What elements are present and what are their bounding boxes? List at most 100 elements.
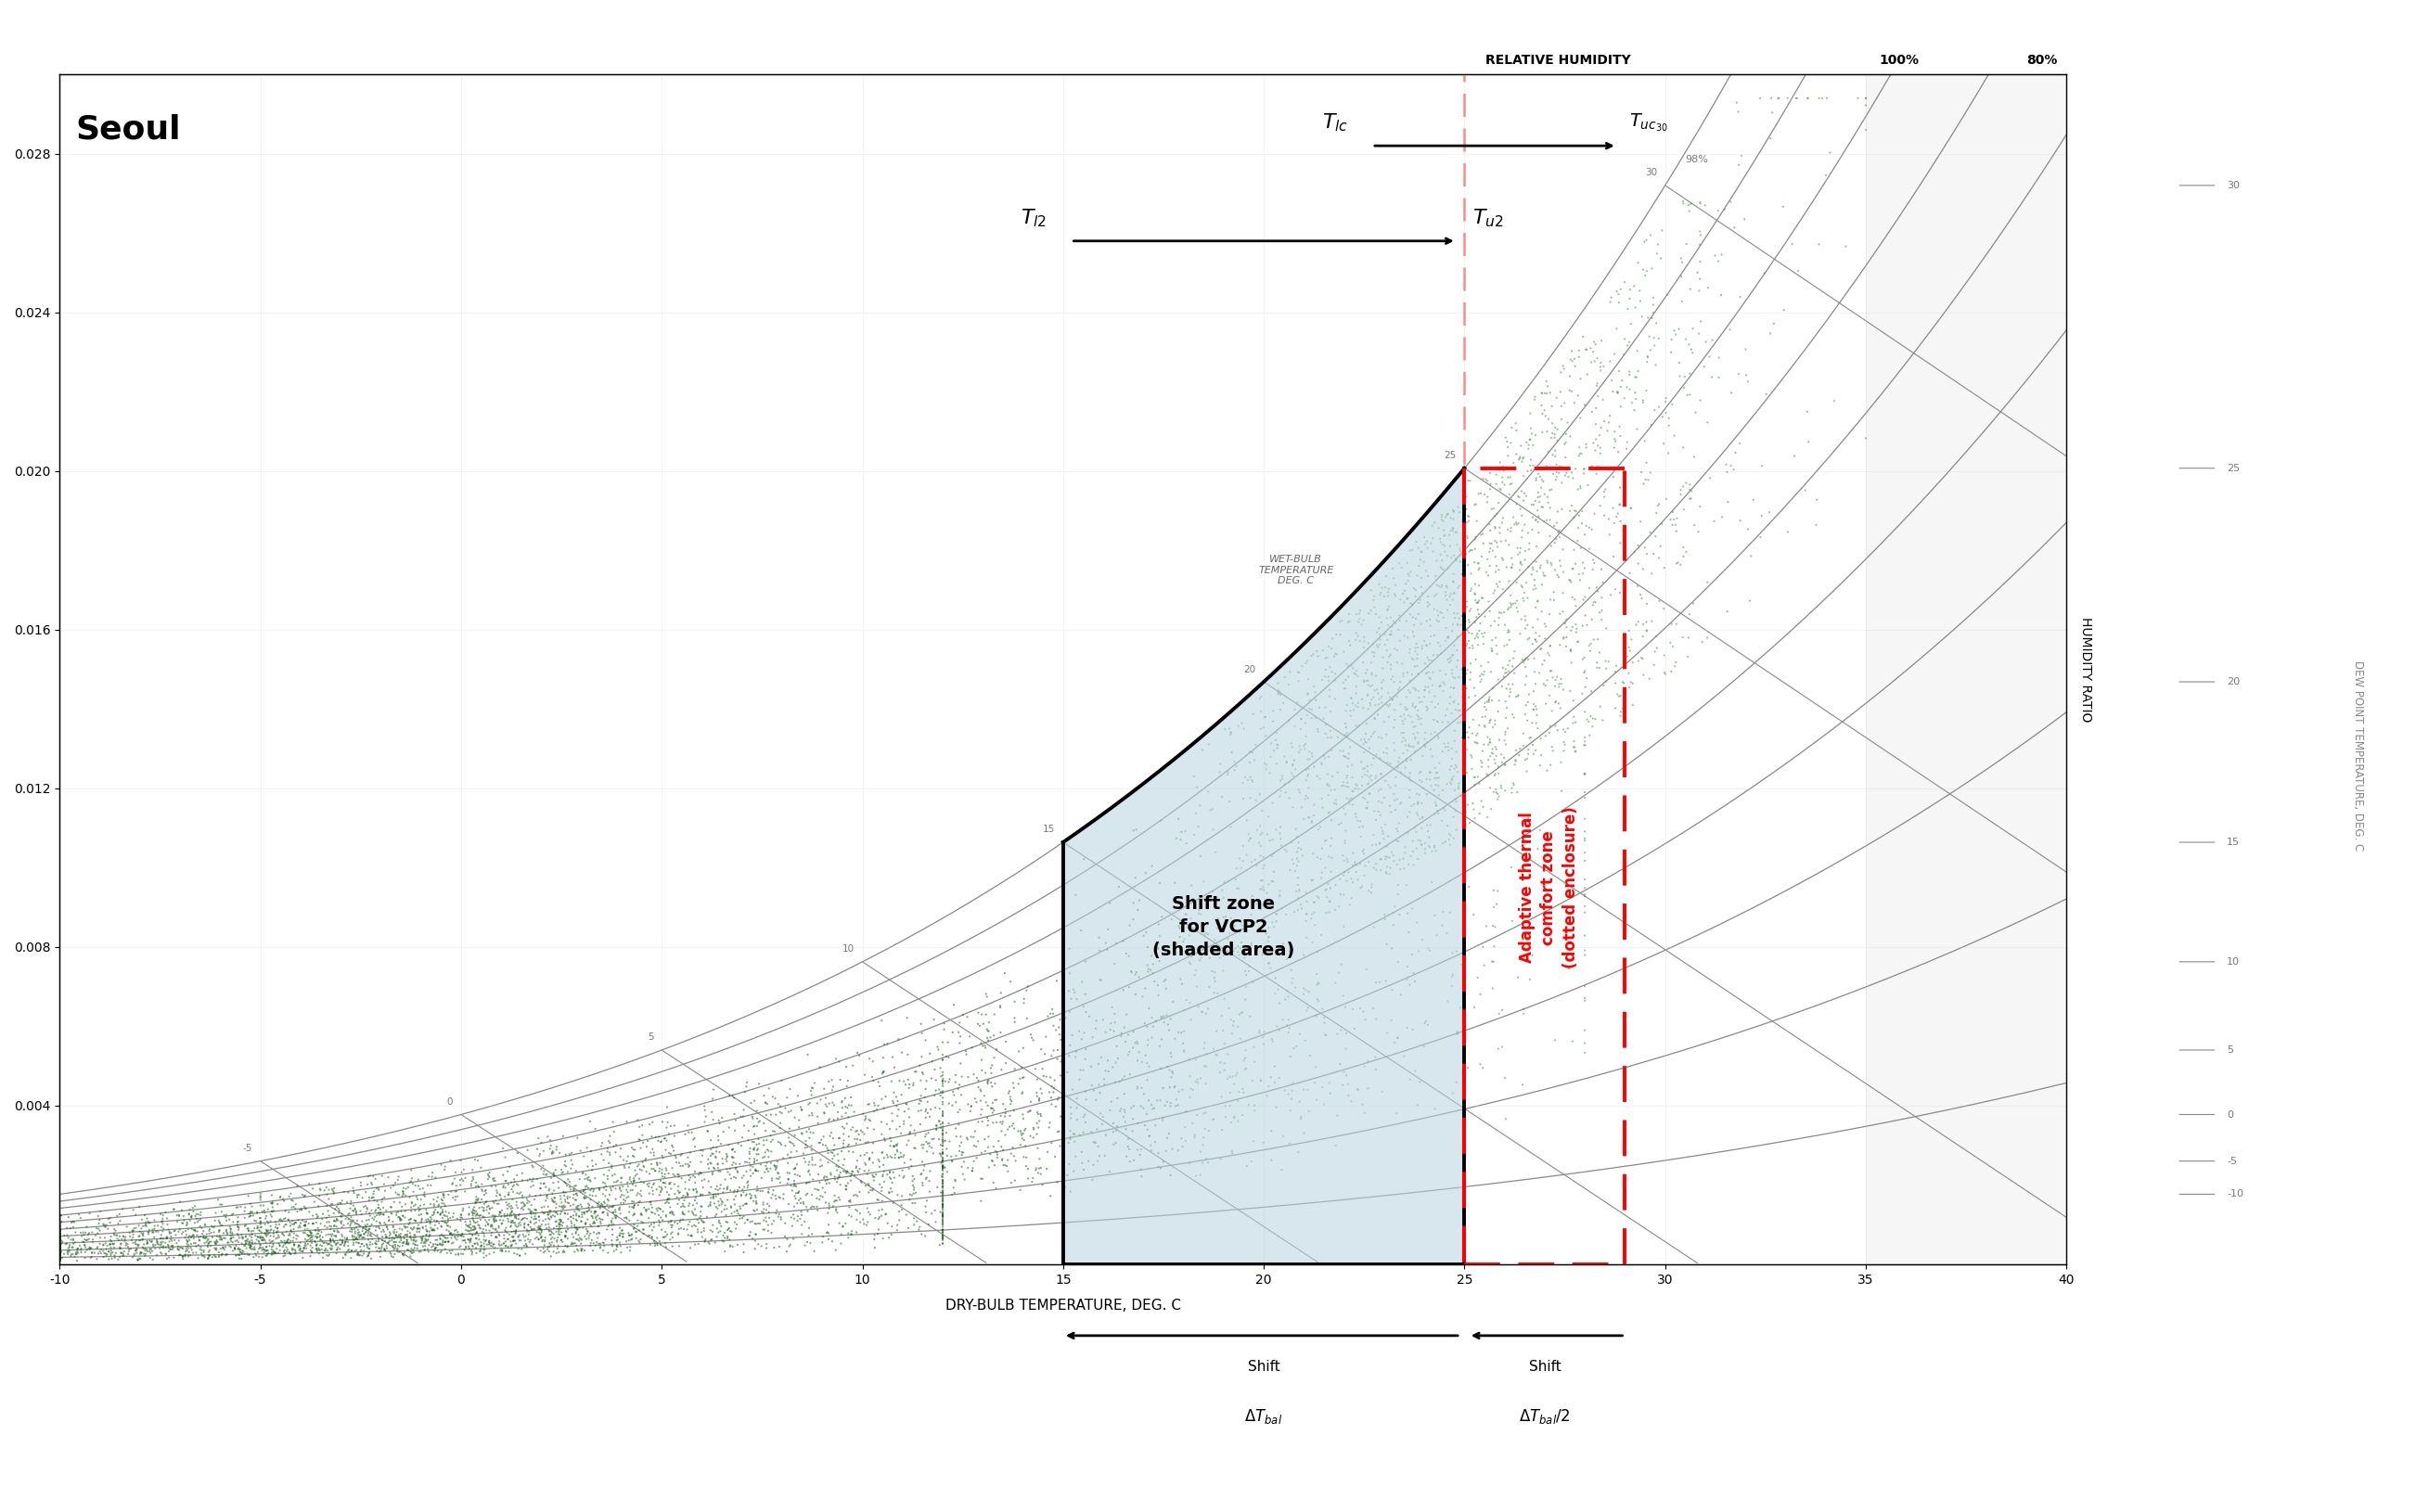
Point <box>280 1237 319 1261</box>
Point <box>423 1201 461 1225</box>
Point <box>367 1237 406 1261</box>
Point <box>744 1179 783 1204</box>
Point <box>437 1228 476 1252</box>
Point <box>343 1232 382 1256</box>
Point <box>1447 720 1486 744</box>
Point <box>923 1155 962 1179</box>
Point <box>1123 1077 1162 1101</box>
Point <box>563 1201 602 1225</box>
Point <box>1515 697 1553 721</box>
Point <box>691 1228 730 1252</box>
Point <box>1401 540 1440 564</box>
Point <box>838 1208 877 1232</box>
Point <box>41 1232 80 1256</box>
Point <box>1365 584 1404 608</box>
Point <box>1172 945 1210 969</box>
Point <box>1169 934 1208 959</box>
Point <box>916 1126 954 1151</box>
Point <box>1024 1042 1063 1066</box>
Point <box>416 1194 454 1219</box>
Point <box>676 1204 715 1228</box>
Point <box>432 1238 471 1263</box>
Point <box>1515 627 1553 652</box>
Point <box>1128 1117 1167 1142</box>
Point <box>474 1214 512 1238</box>
Point <box>819 1185 858 1210</box>
Point <box>1022 1104 1061 1128</box>
Point <box>1027 1064 1065 1089</box>
Point <box>302 1237 341 1261</box>
Point <box>188 1228 227 1252</box>
Point <box>94 1235 133 1259</box>
Point <box>1396 820 1435 844</box>
Point <box>1561 367 1599 392</box>
Point <box>737 1178 776 1202</box>
Point <box>1614 390 1653 414</box>
Point <box>819 1167 858 1191</box>
Point <box>1136 1113 1174 1137</box>
Point <box>1595 426 1633 451</box>
Point <box>1075 1131 1114 1155</box>
Point <box>1541 671 1580 696</box>
Point <box>1276 975 1314 999</box>
Point <box>667 1170 705 1194</box>
Point <box>725 1098 763 1122</box>
Point <box>1517 466 1556 490</box>
Point <box>681 1194 720 1219</box>
Point <box>1244 715 1283 739</box>
Point <box>459 1175 498 1199</box>
Point <box>1034 1080 1073 1104</box>
Point <box>1029 1004 1068 1028</box>
Point <box>493 1225 532 1249</box>
Point <box>503 1161 541 1185</box>
Point <box>123 1223 162 1247</box>
Point <box>300 1238 338 1263</box>
Point <box>1595 458 1633 482</box>
Point <box>251 1238 290 1263</box>
Point <box>370 1223 408 1247</box>
Point <box>1553 585 1592 609</box>
Point <box>97 1246 135 1270</box>
Point <box>1556 499 1595 523</box>
Point <box>1073 1167 1111 1191</box>
Point <box>1524 482 1563 507</box>
Point <box>164 1204 203 1228</box>
Point <box>360 1211 399 1235</box>
Point <box>374 1244 413 1269</box>
Point <box>647 1235 686 1259</box>
Point <box>1643 511 1682 535</box>
Point <box>1189 996 1227 1021</box>
Point <box>51 1243 89 1267</box>
Point <box>602 1231 640 1255</box>
Point <box>246 1238 285 1263</box>
Point <box>1196 1043 1235 1067</box>
Point <box>986 1098 1024 1122</box>
Point <box>920 1142 959 1166</box>
Point <box>1367 854 1406 878</box>
Point <box>408 1223 447 1247</box>
Point <box>1309 900 1348 924</box>
Point <box>1655 513 1694 537</box>
Point <box>1276 748 1314 773</box>
Point <box>1433 497 1471 522</box>
Point <box>430 1229 469 1253</box>
Point <box>1280 878 1319 903</box>
Point <box>56 1231 94 1255</box>
Point <box>227 1235 266 1259</box>
Point <box>41 1222 80 1246</box>
Point <box>1179 1070 1218 1095</box>
Point <box>188 1232 227 1256</box>
Point <box>1094 1055 1133 1080</box>
Point <box>1336 662 1375 686</box>
Point <box>1679 322 1718 346</box>
Point <box>1322 774 1360 798</box>
Point <box>1297 885 1336 909</box>
Point <box>1409 661 1447 685</box>
Point <box>1430 758 1469 782</box>
Point <box>643 1199 681 1223</box>
Point <box>1582 328 1621 352</box>
Point <box>157 1231 196 1255</box>
Point <box>1401 759 1440 783</box>
Point <box>1611 496 1650 520</box>
Point <box>1372 1009 1411 1033</box>
